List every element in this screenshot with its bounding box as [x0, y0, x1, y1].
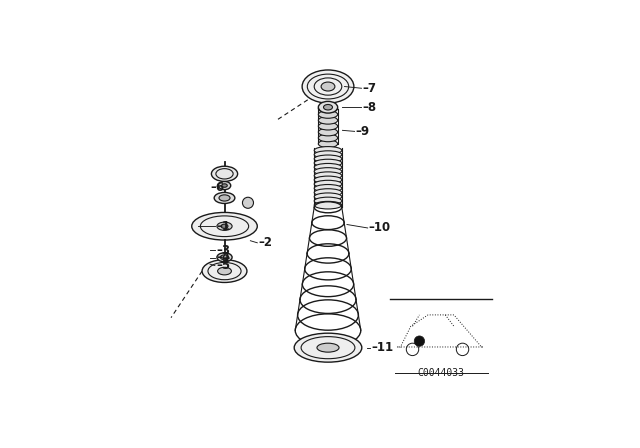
- Ellipse shape: [318, 105, 338, 112]
- Ellipse shape: [192, 212, 257, 240]
- Ellipse shape: [314, 164, 342, 171]
- Ellipse shape: [314, 201, 342, 209]
- Ellipse shape: [314, 168, 342, 175]
- Ellipse shape: [221, 184, 227, 187]
- Text: C0044033: C0044033: [417, 368, 465, 378]
- Ellipse shape: [218, 267, 232, 275]
- Ellipse shape: [323, 104, 333, 110]
- Circle shape: [406, 343, 419, 356]
- Ellipse shape: [218, 181, 231, 190]
- Ellipse shape: [314, 151, 342, 159]
- Ellipse shape: [318, 134, 338, 142]
- Circle shape: [414, 336, 424, 346]
- Text: –8: –8: [362, 101, 376, 114]
- Ellipse shape: [314, 185, 342, 192]
- Ellipse shape: [318, 122, 338, 130]
- Ellipse shape: [219, 195, 230, 201]
- Text: –4: –4: [216, 251, 230, 264]
- Ellipse shape: [314, 159, 342, 167]
- Ellipse shape: [314, 193, 342, 201]
- Text: –9: –9: [356, 125, 370, 138]
- Ellipse shape: [314, 146, 342, 154]
- Ellipse shape: [318, 111, 338, 118]
- Ellipse shape: [317, 343, 339, 352]
- Ellipse shape: [318, 116, 338, 124]
- Text: –1: –1: [216, 220, 230, 233]
- Ellipse shape: [318, 128, 338, 136]
- Circle shape: [243, 197, 253, 208]
- Ellipse shape: [221, 224, 228, 228]
- Ellipse shape: [294, 333, 362, 362]
- Ellipse shape: [321, 82, 335, 91]
- Text: –11: –11: [371, 341, 393, 354]
- Ellipse shape: [314, 189, 342, 196]
- Ellipse shape: [314, 176, 342, 184]
- Text: –3: –3: [216, 244, 230, 257]
- Text: –7: –7: [362, 82, 376, 95]
- Text: –5: –5: [216, 259, 230, 272]
- Ellipse shape: [202, 260, 247, 283]
- Ellipse shape: [314, 197, 342, 205]
- Ellipse shape: [211, 166, 237, 181]
- Text: –2: –2: [259, 236, 272, 249]
- Ellipse shape: [314, 180, 342, 188]
- Ellipse shape: [314, 172, 342, 180]
- Ellipse shape: [314, 155, 342, 163]
- Ellipse shape: [318, 101, 338, 113]
- Text: –6: –6: [210, 181, 224, 194]
- Ellipse shape: [217, 222, 232, 230]
- Ellipse shape: [220, 255, 228, 260]
- Ellipse shape: [217, 253, 232, 262]
- Ellipse shape: [214, 193, 235, 203]
- Circle shape: [456, 343, 468, 356]
- Ellipse shape: [318, 140, 338, 147]
- Text: –10: –10: [369, 221, 391, 234]
- Ellipse shape: [302, 70, 354, 103]
